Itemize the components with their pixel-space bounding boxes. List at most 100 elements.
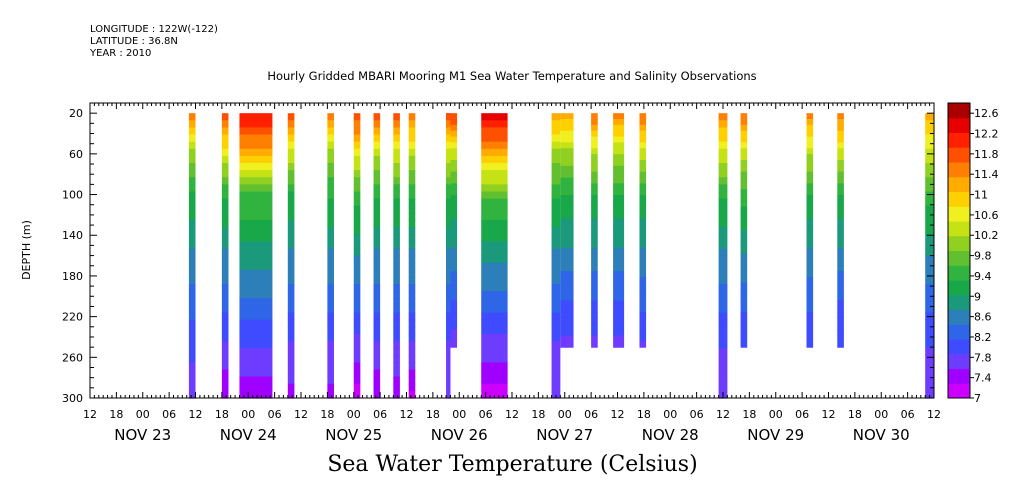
- colorbar-tick-label: 10.6: [974, 209, 999, 222]
- data-cell: [287, 134, 295, 143]
- colorbar-frame: [947, 102, 971, 399]
- data-cell: [740, 341, 748, 348]
- data-cell: [925, 255, 934, 264]
- data-cell: [446, 259, 458, 266]
- data-cell: [551, 113, 561, 121]
- data-cell: [481, 219, 508, 228]
- data-cell: [591, 259, 598, 266]
- data-cell: [806, 136, 814, 144]
- data-cell: [613, 159, 625, 167]
- data-cell: [408, 390, 416, 399]
- data-cell: [740, 206, 748, 214]
- data-cell: [639, 259, 647, 266]
- data-cell: [221, 219, 229, 228]
- data-cell: [837, 124, 844, 132]
- data-cell: [221, 284, 229, 292]
- data-cell: [446, 177, 451, 185]
- data-cell: [551, 305, 561, 314]
- x-tick-label: 12: [927, 408, 941, 421]
- data-cell: [446, 141, 451, 150]
- data-cell: [221, 276, 229, 285]
- x-tick-label: 06: [268, 408, 282, 421]
- data-cell: [806, 200, 814, 208]
- data-cell: [639, 218, 647, 225]
- data-cell: [806, 154, 814, 161]
- data-cell: [806, 282, 814, 290]
- data-cell: [718, 298, 728, 307]
- data-cell: [639, 195, 647, 202]
- data-cell: [408, 348, 416, 356]
- colorbar-swatch: [948, 368, 970, 384]
- data-cell: [925, 248, 934, 257]
- x-tick-label: 18: [637, 408, 651, 421]
- data-cell: [740, 148, 748, 155]
- data-cell: [613, 271, 625, 278]
- colorbar-tick-label: 7: [974, 392, 981, 405]
- data-cell: [837, 119, 844, 126]
- data-cell: [639, 171, 647, 179]
- data-cell: [837, 165, 844, 173]
- data-cell: [327, 291, 334, 299]
- data-cell: [446, 300, 458, 307]
- data-cell: [446, 383, 451, 392]
- x-tick-label: 12: [611, 408, 625, 421]
- data-cell: [287, 255, 295, 264]
- data-cell: [287, 163, 295, 171]
- data-cell: [353, 234, 361, 242]
- data-cell: [837, 130, 844, 138]
- x-tick-label: 18: [320, 408, 334, 421]
- data-cell: [806, 265, 814, 272]
- data-cell: [591, 124, 598, 132]
- data-cell: [327, 326, 334, 335]
- data-cell: [925, 234, 934, 242]
- data-cell: [837, 306, 844, 313]
- data-cell: [408, 163, 416, 171]
- data-cell: [373, 305, 381, 314]
- data-cell: [740, 276, 748, 284]
- day-label: NOV 28: [642, 426, 699, 444]
- colorbar-tick-label: 9.4: [974, 270, 992, 283]
- data-cell: [446, 183, 458, 190]
- data-cell: [408, 219, 416, 228]
- data-cell: [639, 341, 647, 348]
- data-cell: [393, 113, 400, 121]
- colorbar-tick-label: 11: [974, 189, 988, 202]
- data-cell: [639, 119, 647, 126]
- data-cell: [740, 165, 748, 173]
- colorbar-swatch: [948, 235, 970, 251]
- data-cell: [188, 255, 196, 264]
- data-cell: [551, 120, 561, 129]
- data-cell: [239, 248, 273, 257]
- data-cell: [551, 355, 561, 363]
- data-cell: [551, 141, 561, 150]
- data-cell: [188, 276, 196, 285]
- x-tick-label: 06: [479, 408, 493, 421]
- data-cell: [591, 195, 598, 202]
- data-cell: [239, 305, 273, 314]
- data-cell: [446, 282, 458, 290]
- data-cell: [837, 159, 844, 167]
- data-cell: [188, 383, 196, 392]
- data-cell: [591, 212, 598, 220]
- chart-title: Hourly Gridded MBARI Mooring M1 Sea Wate…: [267, 69, 757, 83]
- data-cell: [287, 291, 295, 299]
- data-cell: [560, 119, 574, 126]
- data-cell: [591, 218, 598, 225]
- data-cell: [591, 236, 598, 243]
- data-cell: [740, 124, 748, 132]
- data-cell: [639, 306, 647, 313]
- data-cell: [446, 120, 451, 129]
- data-cell: [393, 355, 400, 363]
- data-cell: [551, 326, 561, 335]
- data-cell: [446, 355, 451, 363]
- day-label: NOV 27: [536, 426, 593, 444]
- data-cell: [806, 341, 814, 348]
- data-cell: [287, 127, 295, 136]
- data-cell: [639, 247, 647, 255]
- data-cell: [408, 312, 416, 321]
- data-cell: [551, 312, 561, 321]
- x-tick-label: 18: [215, 408, 229, 421]
- day-label: NOV 30: [853, 426, 910, 444]
- x-tick-label: 00: [874, 408, 888, 421]
- data-cell: [353, 227, 361, 235]
